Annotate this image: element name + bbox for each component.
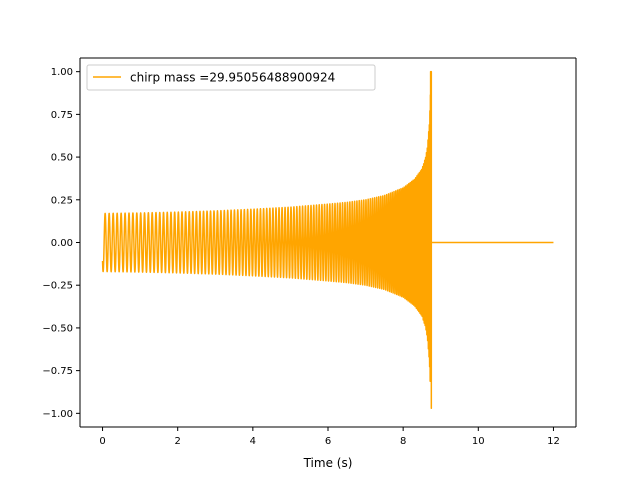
y-tick-label: −0.25: [42, 281, 73, 292]
x-tick-label: 6: [325, 436, 331, 447]
x-tick-label: 8: [400, 436, 406, 447]
plot-area: [101, 70, 554, 409]
y-tick-label: 0.00: [51, 238, 73, 249]
y-tick-label: −1.00: [42, 409, 73, 420]
legend-box: [86, 64, 376, 91]
y-tick-label: 1.00: [51, 67, 73, 78]
x-tick-label: 0: [99, 436, 105, 447]
x-axis-label: Time (s): [303, 456, 353, 470]
series-line-chirp: [101, 70, 554, 409]
x-tick-label: 4: [250, 436, 256, 447]
axis-ticks: 0 2 4 6 8 10 12 −1.00 −0.75 −0.50 −0.25 0.00 0.25 0.5…: [42, 67, 559, 447]
x-tick-label: 12: [547, 436, 560, 447]
x-tick-label: 10: [472, 436, 485, 447]
y-tick-label: −0.50: [42, 323, 73, 334]
y-tick-label: −0.75: [42, 366, 73, 377]
y-tick-label: 0.25: [51, 195, 73, 206]
y-tick-label: 0.75: [51, 110, 73, 121]
legend: chirp mass =29.95056488900924: [86, 64, 376, 91]
legend-label: chirp mass =29.95056488900924: [130, 71, 335, 85]
y-tick-label: 0.50: [51, 153, 73, 164]
x-tick-label: 2: [175, 436, 181, 447]
